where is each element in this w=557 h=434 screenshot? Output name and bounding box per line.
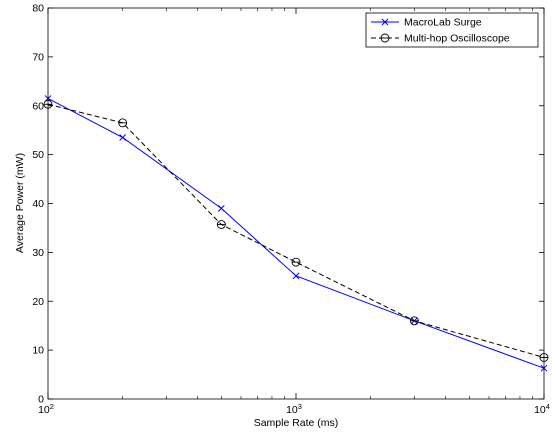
x-axis-label: Sample Rate (ms) (254, 417, 339, 429)
y-tick-label: 70 (32, 51, 44, 63)
legend-label-1: Multi-hop Oscilloscope (404, 33, 510, 45)
legend: MacroLab Surge Multi-hop Oscilloscope (365, 12, 539, 48)
data-point-0 (217, 205, 225, 212)
y-tick-label: 50 (32, 149, 44, 161)
y-tick-label: 40 (32, 198, 44, 210)
y-tick-label: 0 (38, 394, 44, 406)
data-point-0 (292, 272, 300, 280)
plot-background (48, 8, 544, 399)
data-point-1 (291, 257, 301, 267)
x-tick-label: 104 (534, 402, 550, 416)
plot-frame (47, 7, 545, 400)
data-point-1 (409, 316, 419, 326)
data-point-1 (118, 118, 128, 128)
y-axis-label: Average Power (mW) (14, 153, 26, 253)
y-tick-label: 30 (32, 247, 44, 259)
y-tick-label: 80 (32, 3, 44, 15)
series-line-1 (47, 103, 545, 358)
data-point-1 (216, 220, 226, 229)
legend-marker-0 (381, 18, 389, 26)
series-line-0 (47, 97, 545, 369)
y-tick-label: 20 (32, 296, 44, 308)
y-tick-label: 60 (32, 100, 44, 112)
legend-label-0: MacroLab Surge (404, 17, 482, 29)
data-point-0 (119, 134, 127, 141)
y-tick-label: 10 (32, 345, 44, 357)
x-tick-label: 102 (38, 402, 54, 416)
legend-box (365, 12, 539, 48)
x-tick-label: 103 (286, 402, 302, 416)
legend-marker-1 (380, 33, 390, 43)
